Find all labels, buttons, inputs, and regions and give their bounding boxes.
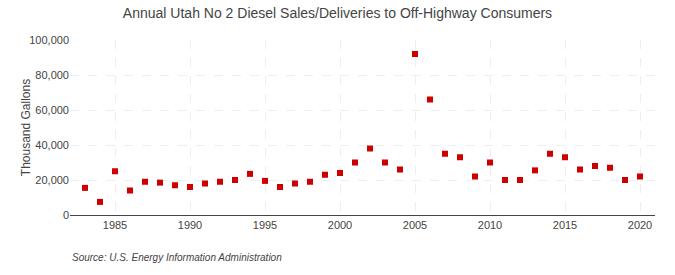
- svg-text:2005: 2005: [403, 219, 427, 231]
- svg-text:1995: 1995: [253, 219, 277, 231]
- svg-text:Source: U.S. Energy Informatio: Source: U.S. Energy Information Administ…: [72, 252, 282, 263]
- svg-text:80,000: 80,000: [35, 69, 69, 81]
- svg-text:20,000: 20,000: [35, 174, 69, 186]
- svg-text:Annual Utah No 2 Diesel Sales/: Annual Utah No 2 Diesel Sales/Deliveries…: [123, 5, 552, 21]
- svg-text:1985: 1985: [103, 219, 127, 231]
- svg-text:2015: 2015: [553, 219, 577, 231]
- svg-text:0: 0: [63, 209, 69, 221]
- svg-text:100,000: 100,000: [29, 34, 69, 46]
- svg-text:60,000: 60,000: [35, 104, 69, 116]
- svg-text:40,000: 40,000: [35, 139, 69, 151]
- svg-text:2020: 2020: [628, 219, 652, 231]
- svg-text:2010: 2010: [478, 219, 502, 231]
- svg-text:2000: 2000: [328, 219, 352, 231]
- svg-text:Thousand Gallons: Thousand Gallons: [19, 79, 33, 176]
- svg-text:1990: 1990: [178, 219, 202, 231]
